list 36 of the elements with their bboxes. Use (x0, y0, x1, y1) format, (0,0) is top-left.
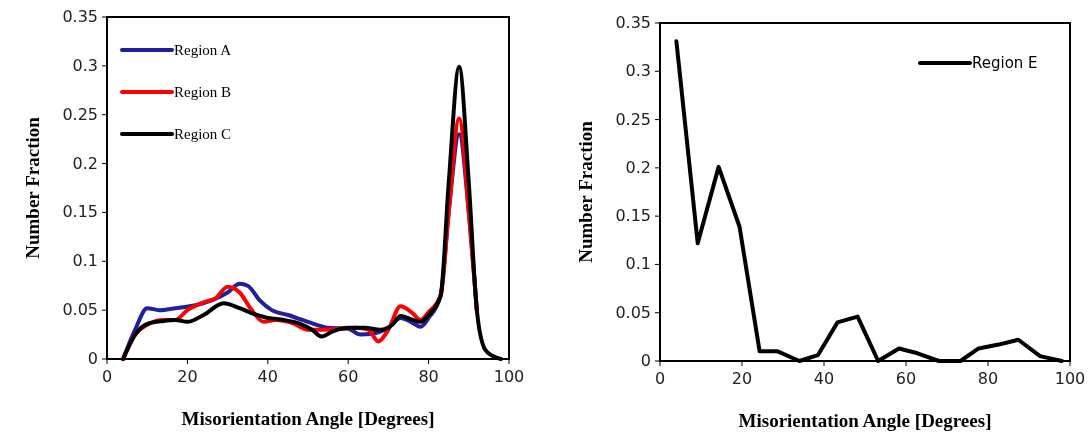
x-axis-title: Misorientation Angle [Degrees] (181, 408, 435, 429)
x-tick-label: 100 (1054, 369, 1086, 388)
x-tick-label: 40 (813, 369, 835, 388)
x-tick-label: 80 (418, 367, 439, 386)
x-tick-label: 80 (977, 369, 999, 388)
y-tick-label: 0.2 (625, 157, 651, 177)
y-tick-label: 0.35 (62, 7, 98, 26)
y-axis-title: Number Fraction (22, 116, 43, 259)
y-tick-label: 0.25 (615, 109, 651, 129)
legend-label: Region B (174, 84, 232, 100)
y-tick-label: 0.3 (625, 61, 651, 81)
x-tick-label: 0 (654, 369, 666, 388)
x-tick-label: 0 (101, 367, 113, 386)
x-tick-label: 60 (895, 369, 917, 388)
y-tick-label: 0.25 (62, 104, 98, 124)
x-tick-label: 40 (257, 367, 278, 386)
y-tick-label: 0.15 (62, 202, 98, 222)
x-tick-label: 100 (493, 367, 525, 386)
y-tick-label: 0.05 (62, 300, 98, 320)
y-tick-label: 0.1 (625, 254, 651, 274)
y-axis-title: Number Fraction (575, 120, 596, 263)
y-tick-label: 0.05 (615, 302, 651, 322)
x-tick-label: 20 (731, 369, 753, 388)
y-tick-label: 0.3 (72, 55, 98, 75)
legend-label: Region C (174, 126, 232, 142)
legend-label: Region A (174, 42, 232, 58)
y-tick-label: 0 (640, 351, 651, 370)
x-tick-label: 60 (338, 367, 359, 386)
x-tick-label: 20 (177, 367, 198, 386)
x-axis-title: Misorientation Angle [Degrees] (738, 410, 992, 431)
y-tick-label: 0.35 (615, 13, 651, 32)
legend-label: Region E (972, 54, 1038, 72)
y-tick-label: 0.15 (615, 206, 651, 226)
y-tick-label: 0.1 (72, 251, 98, 271)
y-tick-label: 0 (87, 349, 98, 368)
y-tick-label: 0.2 (72, 153, 98, 173)
